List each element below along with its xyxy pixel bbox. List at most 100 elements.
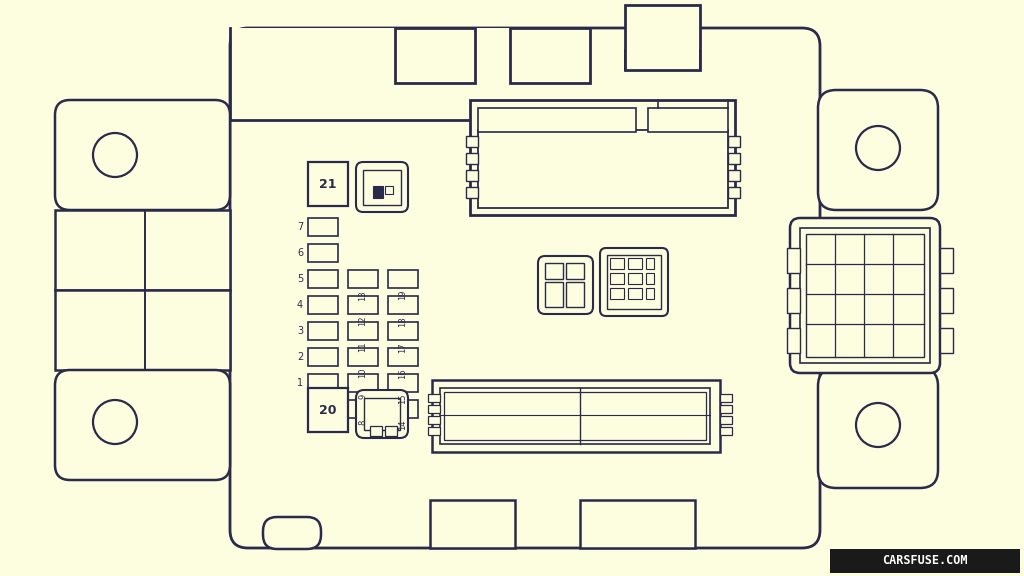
Bar [385, 186, 393, 194]
Bar [545, 263, 563, 279]
Bar [308, 162, 348, 206]
Bar [466, 136, 478, 147]
Bar [388, 322, 418, 340]
Text: 12: 12 [358, 316, 368, 327]
Text: 21: 21 [319, 177, 337, 191]
Text: 3: 3 [297, 326, 303, 336]
Bar [566, 282, 584, 307]
Bar [720, 427, 732, 435]
Text: 18: 18 [398, 316, 408, 327]
Bar [720, 405, 732, 413]
Text: 8: 8 [358, 420, 368, 425]
Bar [470, 100, 735, 215]
Text: 2: 2 [297, 352, 303, 362]
Bar [646, 288, 654, 299]
Text: 11: 11 [358, 342, 368, 353]
Bar [388, 348, 418, 366]
Bar [308, 270, 338, 288]
Bar [625, 5, 700, 70]
Bar [348, 322, 378, 340]
Text: 17: 17 [398, 342, 408, 353]
Text: 9: 9 [358, 394, 368, 399]
Bar [348, 348, 378, 366]
FancyBboxPatch shape [790, 218, 940, 373]
FancyBboxPatch shape [55, 370, 230, 480]
FancyBboxPatch shape [600, 248, 668, 316]
Bar [806, 234, 924, 357]
Text: 19: 19 [398, 290, 408, 301]
Bar [362, 170, 401, 205]
Bar [440, 388, 710, 444]
FancyBboxPatch shape [538, 256, 593, 314]
Bar [728, 153, 740, 164]
Bar [348, 374, 378, 392]
Bar [308, 296, 338, 314]
Bar [728, 136, 740, 147]
Bar [428, 405, 440, 413]
Text: 1: 1 [297, 378, 303, 388]
Bar [428, 427, 440, 435]
Bar [566, 263, 584, 279]
FancyBboxPatch shape [263, 517, 321, 549]
Bar [308, 388, 348, 432]
Bar [348, 400, 378, 418]
Bar [466, 170, 478, 181]
Bar [610, 258, 624, 269]
Text: 6: 6 [297, 248, 303, 258]
Text: 10: 10 [358, 368, 368, 378]
FancyBboxPatch shape [818, 90, 938, 210]
FancyBboxPatch shape [818, 368, 938, 488]
Bar [370, 426, 382, 436]
Bar [510, 28, 590, 83]
Text: 5: 5 [297, 274, 303, 284]
Bar [230, 28, 520, 120]
Bar [466, 153, 478, 164]
Bar [428, 416, 440, 424]
Bar [395, 28, 475, 83]
Bar [430, 500, 515, 548]
Bar [607, 255, 662, 309]
FancyBboxPatch shape [55, 100, 230, 210]
Bar [388, 270, 418, 288]
Bar [940, 328, 953, 353]
Bar [373, 186, 383, 198]
Bar [348, 296, 378, 314]
Bar [308, 322, 338, 340]
Text: 20: 20 [319, 404, 337, 416]
Bar [728, 170, 740, 181]
Bar [800, 228, 930, 363]
Bar [466, 187, 478, 198]
Bar [385, 426, 397, 436]
Bar [308, 244, 338, 262]
Bar [545, 282, 563, 307]
Bar [428, 394, 440, 402]
Bar [628, 288, 642, 299]
Bar [308, 218, 338, 236]
Bar [646, 273, 654, 284]
Bar [628, 258, 642, 269]
Bar [432, 380, 720, 452]
Text: 14: 14 [398, 420, 408, 430]
Bar [940, 248, 953, 273]
Text: 13: 13 [358, 290, 368, 301]
Bar [478, 108, 636, 132]
Bar [720, 416, 732, 424]
Bar [787, 288, 800, 313]
Bar [940, 288, 953, 313]
Bar [648, 108, 728, 132]
Bar [628, 273, 642, 284]
Bar [364, 398, 400, 430]
FancyBboxPatch shape [356, 162, 408, 212]
Text: 15: 15 [398, 394, 408, 404]
Bar [55, 290, 230, 370]
Text: 16: 16 [398, 368, 408, 378]
Bar [55, 210, 230, 290]
Bar [388, 374, 418, 392]
Bar [830, 549, 1020, 573]
Text: CARSFUSE.COM: CARSFUSE.COM [883, 555, 968, 567]
Bar [308, 374, 338, 392]
Bar [444, 392, 706, 440]
FancyBboxPatch shape [356, 390, 408, 438]
Text: 4: 4 [297, 300, 303, 310]
Bar [580, 500, 695, 548]
